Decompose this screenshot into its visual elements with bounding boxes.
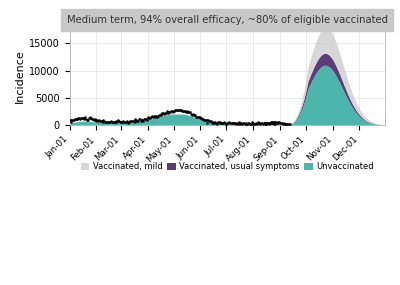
Title: Medium term, 94% overall efficacy, ~80% of eligible vaccinated: Medium term, 94% overall efficacy, ~80% … [67, 15, 388, 25]
Legend: Vaccinated, mild, Vaccinated, usual symptoms, Unvaccinated: Vaccinated, mild, Vaccinated, usual symp… [78, 159, 377, 175]
Y-axis label: Incidence: Incidence [15, 49, 25, 103]
